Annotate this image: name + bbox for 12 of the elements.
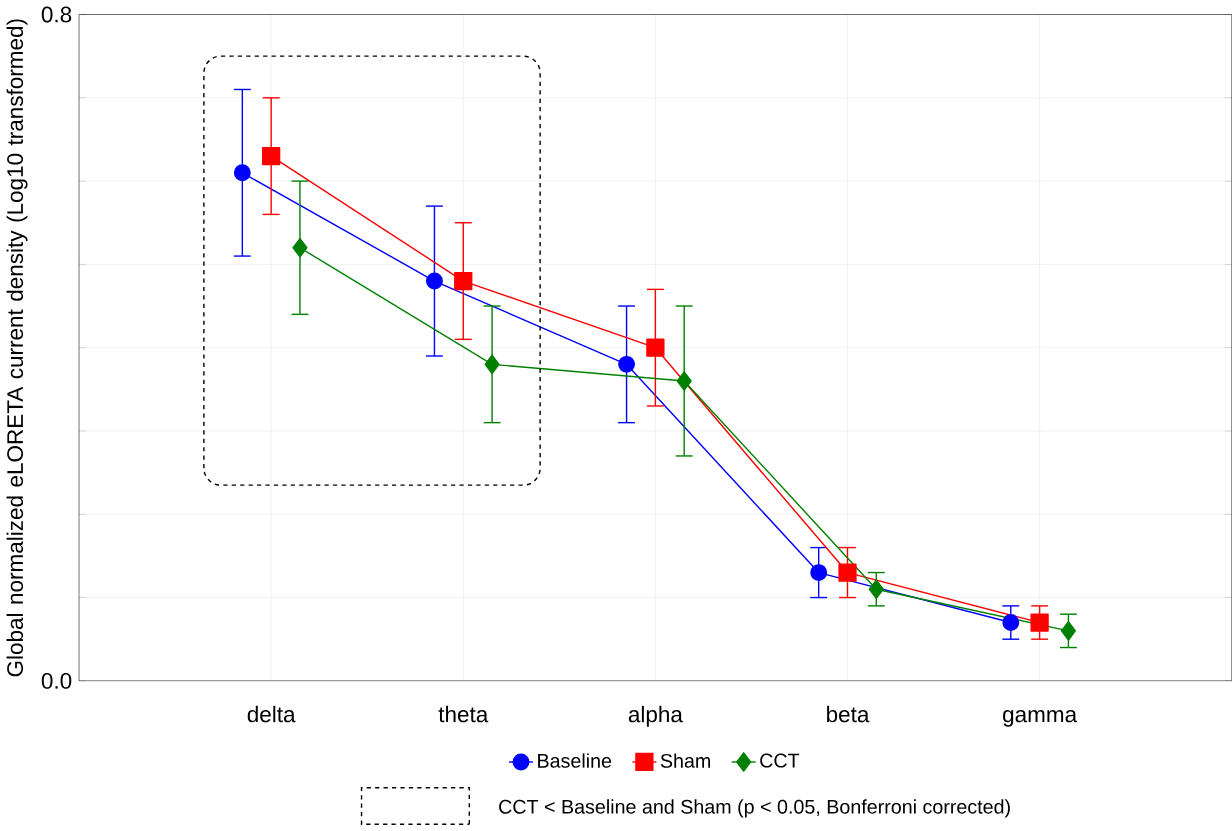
y-tick-label: 0.0 — [41, 672, 72, 689]
text: CCT < Baseline and Sham (p < 0.05, Bonferroni corrected) — [499, 799, 1010, 818]
y-axis-title: Global normalized eLORETA current density (Log10 transformed) — [6, 19, 28, 677]
x-tick-label: delta — [247, 705, 296, 723]
x-tick-label: beta — [827, 705, 870, 723]
legend-label: Baseline — [538, 753, 612, 768]
x-tick-label: theta — [438, 705, 489, 723]
legend-label: Sham — [660, 753, 711, 768]
x-tick-label: alpha — [628, 705, 683, 727]
legend-label: CCT — [760, 753, 800, 768]
y-tick-label: 0.8 — [41, 6, 72, 23]
x-tick-label: gamma — [1003, 709, 1078, 727]
